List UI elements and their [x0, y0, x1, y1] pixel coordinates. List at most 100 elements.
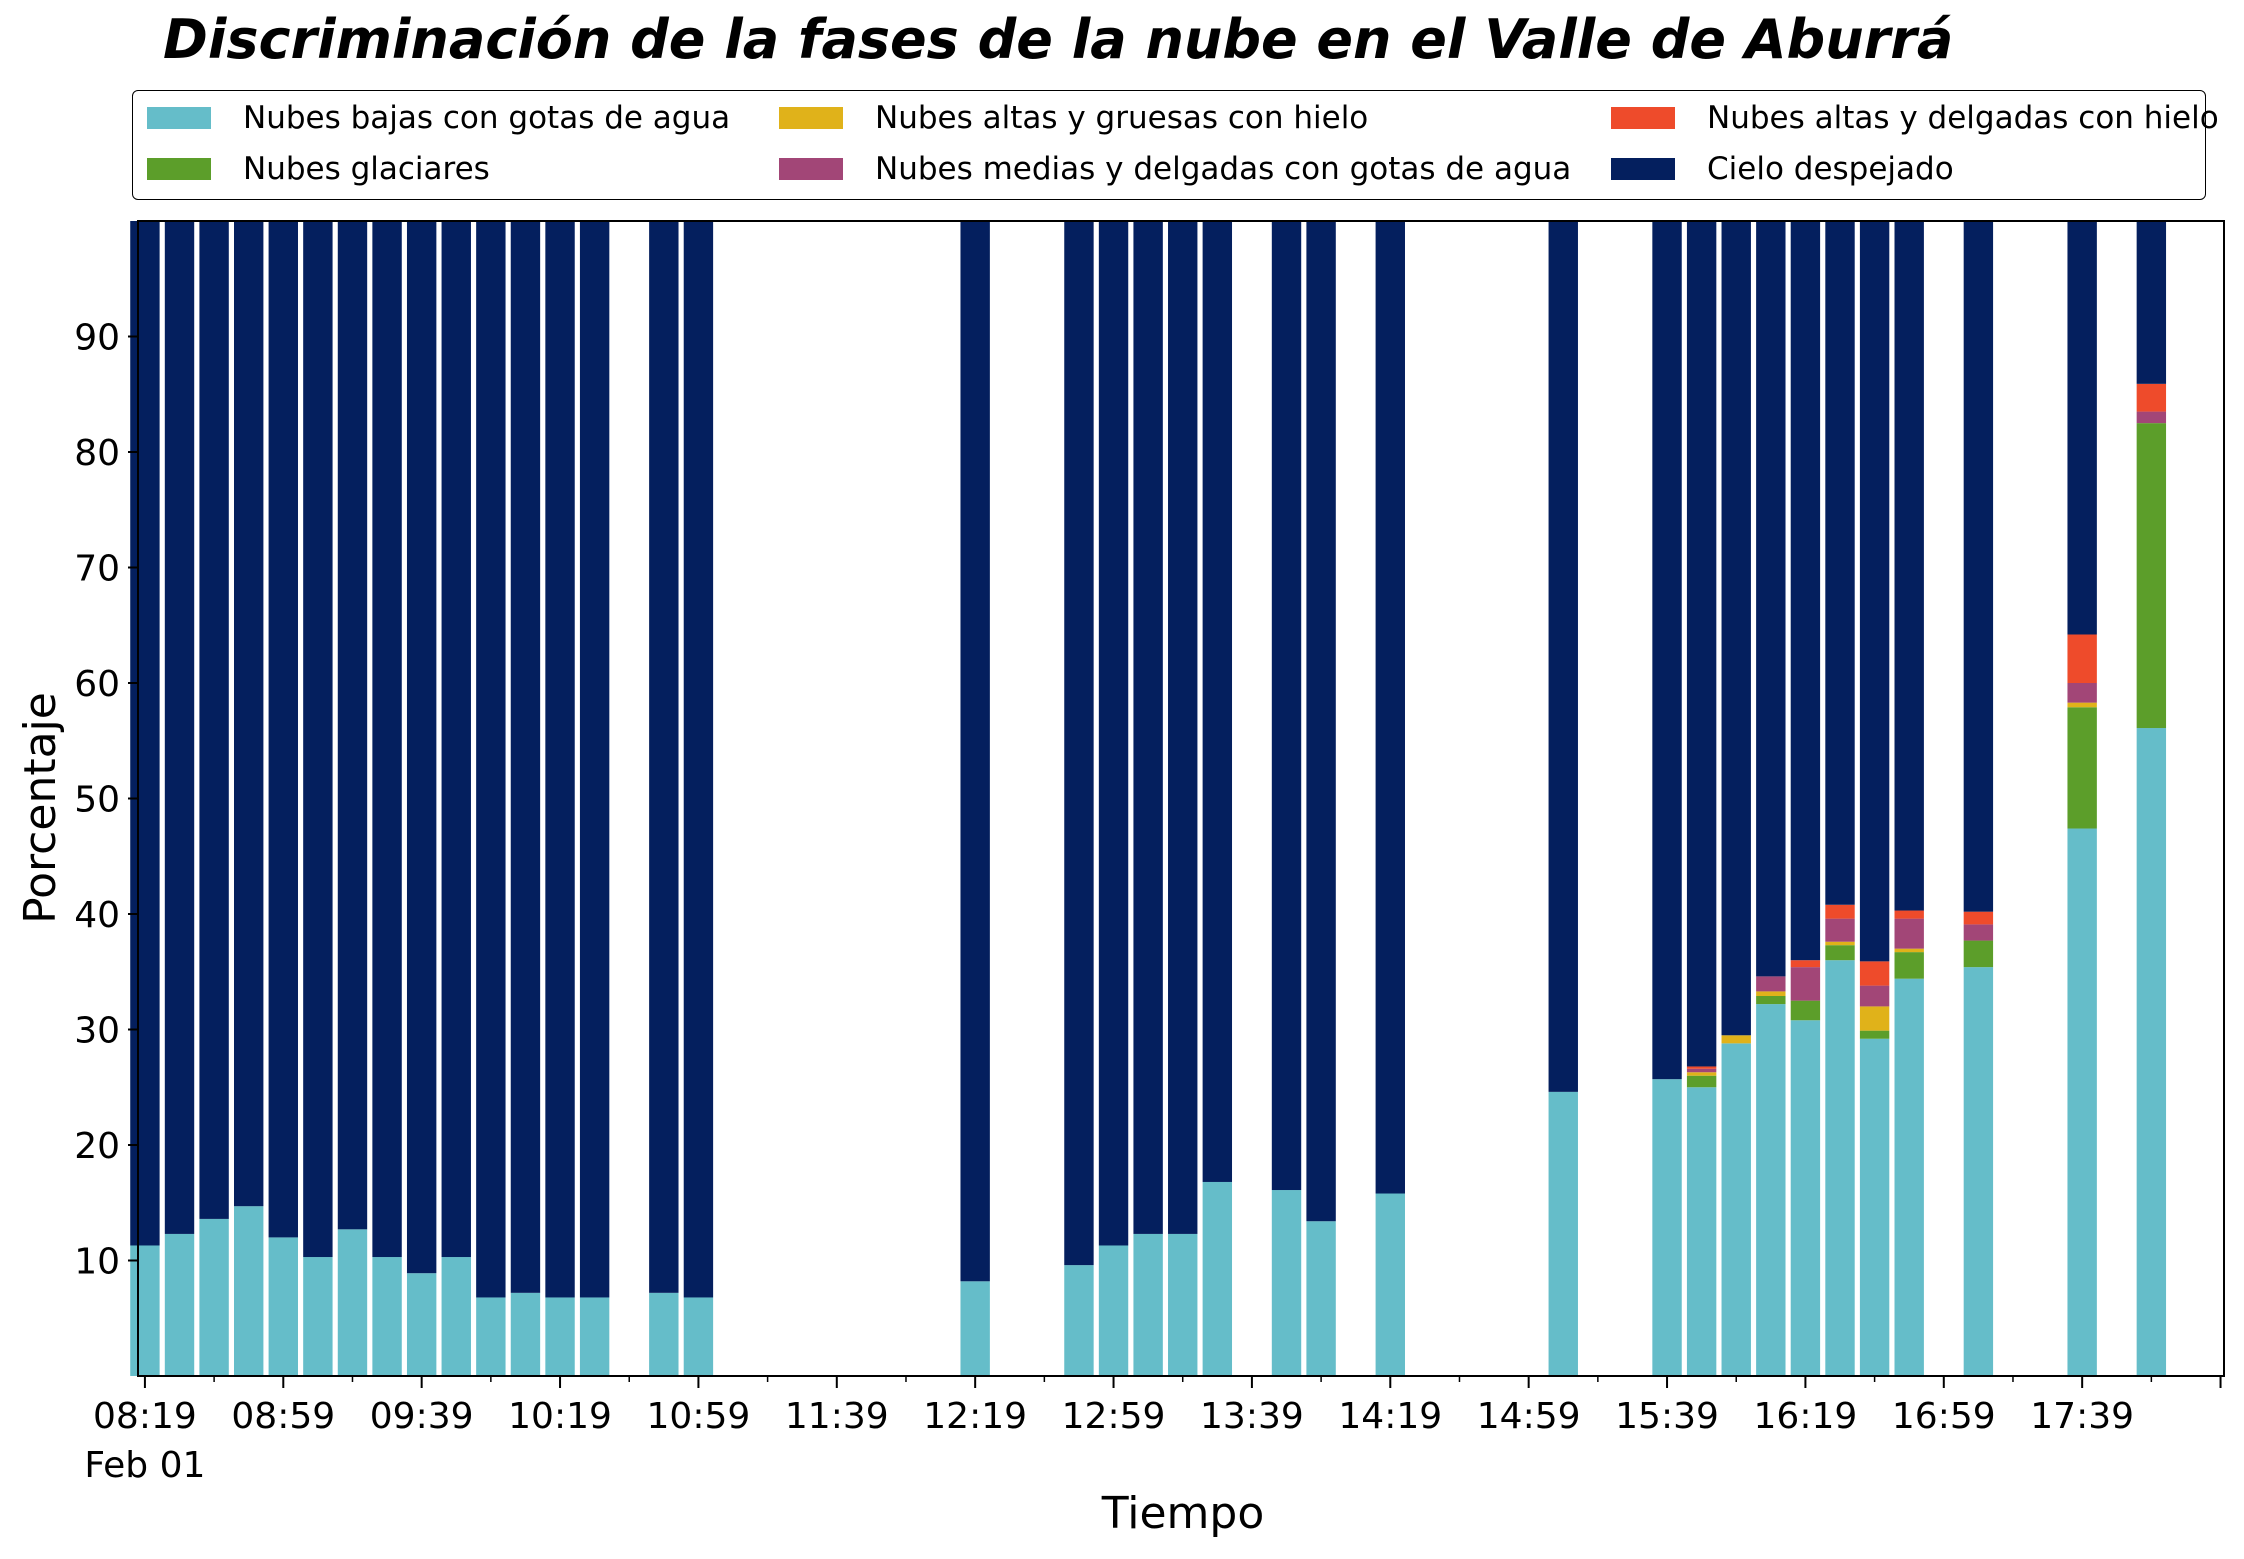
y-tick-label: 90	[74, 318, 120, 359]
chart-legend: Nubes bajas con gotas de agua Nubes glaci…	[132, 90, 2219, 200]
bar-segment-cielo-despejado-1419	[1375, 221, 1405, 1194]
bar-segment-nubes-bajas-con-gotas-de-agua-0919	[337, 1229, 368, 1376]
bar-segment-cielo-despejado-1329	[1202, 221, 1233, 1182]
bar-segment-nubes-bajas-con-gotas-de-agua-1359	[1306, 1221, 1336, 1376]
bar-segment-nubes-bajas-con-gotas-de-agua-1049	[649, 1292, 679, 1376]
x-axis-title: Tiempo	[1101, 1488, 1265, 1539]
bar-segment-cielo-despejado-0909	[303, 221, 333, 1258]
legend-item-nubes-glaciares: Nubes glaciares	[147, 144, 490, 194]
bar-segment-nubes-bajas-con-gotas-de-agua-1309	[1133, 1233, 1163, 1376]
bar-segment-nubes-bajas-con-gotas-de-agua-1059	[683, 1297, 714, 1376]
x-tick-label: 12:19	[923, 1396, 1027, 1437]
bar-segment-cielo-despejado-1029	[579, 221, 610, 1298]
x-date-label: Feb 01	[84, 1445, 205, 1486]
legend-item-nubes-medias-y-delgadas-con-gotas-de-agua: Nubes medias y delgadas con gotas de agu…	[779, 144, 1571, 194]
legend-label: Nubes medias y delgadas con gotas de agu…	[875, 151, 1572, 187]
bar-segment-cielo-despejado-0959	[476, 221, 506, 1298]
y-tick-label: 30	[74, 1011, 120, 1052]
bar-segment-nubes-bajas-con-gotas-de-agua-1539	[1652, 1079, 1682, 1376]
bar-segment-nubes-bajas-con-gotas-de-agua-1329	[1202, 1181, 1233, 1376]
bar-segment-cielo-despejado-1049	[649, 221, 679, 1293]
bar-segment-cielo-despejado-0839	[199, 221, 229, 1219]
y-tick-label: 70	[74, 549, 120, 590]
bar-segment-nubes-bajas-con-gotas-de-agua-1349	[1271, 1190, 1302, 1376]
bar-segment-cielo-despejado-1259	[1098, 221, 1129, 1246]
legend-label: Nubes bajas con gotas de agua	[243, 100, 731, 136]
bar-segment-nubes-glaciares-1709	[1963, 940, 1994, 968]
x-tick-label: 13:39	[1200, 1396, 1304, 1437]
x-tick-label: 16:19	[1754, 1396, 1858, 1437]
bar-segment-nubes-altas-y-delgadas-con-hielo-1649	[1894, 910, 1924, 919]
bar-segment-nubes-bajas-con-gotas-de-agua-1629	[1825, 960, 1855, 1376]
bar-segment-cielo-despejado-1549	[1686, 221, 1717, 1067]
bar-segment-nubes-altas-y-delgadas-con-hielo-1709	[1963, 911, 1994, 925]
bar-segment-cielo-despejado-1759	[2136, 221, 2167, 384]
bar-segment-nubes-bajas-con-gotas-de-agua-0819	[130, 1245, 160, 1376]
bars-layer	[130, 221, 2167, 1376]
bar-segment-cielo-despejado-0859	[268, 221, 298, 1238]
bar-segment-cielo-despejado-1059	[683, 221, 714, 1298]
bar-segment-nubes-bajas-con-gotas-de-agua-1019	[545, 1297, 575, 1376]
bar-segment-nubes-glaciares-1549	[1686, 1075, 1717, 1088]
bar-segment-nubes-altas-y-delgadas-con-hielo-1739	[2067, 634, 2097, 683]
legend-label: Cielo despejado	[1707, 151, 1954, 187]
bar-segment-cielo-despejado-1219	[960, 221, 990, 1282]
bar-segment-nubes-glaciares-1629	[1825, 945, 1855, 961]
x-tick-label: 08:19	[93, 1396, 197, 1437]
bar-segment-cielo-despejado-1249	[1064, 221, 1094, 1266]
legend-swatch	[147, 158, 211, 180]
bar-segment-nubes-medias-y-delgadas-con-gotas-de-agua-1629	[1825, 918, 1855, 942]
bar-segment-cielo-despejado-0849	[234, 221, 264, 1207]
bar-segment-nubes-bajas-con-gotas-de-agua-1609	[1756, 1004, 1786, 1376]
bar-segment-cielo-despejado-0829	[164, 221, 195, 1234]
bar-segment-nubes-bajas-con-gotas-de-agua-0939	[406, 1273, 437, 1376]
bar-segment-nubes-medias-y-delgadas-con-gotas-de-agua-1709	[1963, 924, 1994, 941]
bar-segment-nubes-altas-y-gruesas-con-hielo-1639	[1859, 1006, 1890, 1031]
bar-segment-cielo-despejado-0939	[406, 221, 437, 1274]
bar-segment-nubes-bajas-con-gotas-de-agua-0859	[268, 1237, 298, 1376]
x-tick-label: 08:59	[231, 1396, 335, 1437]
bar-segment-cielo-despejado-1019	[545, 221, 575, 1298]
bar-segment-nubes-medias-y-delgadas-con-gotas-de-agua-1739	[2067, 683, 2097, 703]
bar-segment-nubes-altas-y-delgadas-con-hielo-1629	[1825, 904, 1855, 919]
y-tick-label: 20	[74, 1126, 120, 1167]
bar-segment-nubes-medias-y-delgadas-con-gotas-de-agua-1609	[1756, 976, 1786, 992]
bar-segment-cielo-despejado-1739	[2067, 221, 2097, 635]
bar-segment-nubes-bajas-con-gotas-de-agua-0829	[164, 1233, 195, 1376]
bar-segment-nubes-bajas-con-gotas-de-agua-1709	[1963, 967, 1994, 1376]
bar-segment-cielo-despejado-0819	[130, 221, 160, 1246]
x-tick-label: 14:19	[1338, 1396, 1442, 1437]
bar-segment-cielo-despejado-1559	[1721, 221, 1751, 1036]
bar-segment-cielo-despejado-1009	[510, 221, 541, 1293]
bar-segment-nubes-bajas-con-gotas-de-agua-1249	[1064, 1265, 1094, 1376]
bar-segment-nubes-altas-y-delgadas-con-hielo-1759	[2136, 383, 2167, 412]
y-tick-label: 80	[74, 433, 120, 474]
bar-segment-nubes-bajas-con-gotas-de-agua-1759	[2136, 728, 2167, 1376]
bar-segment-cielo-despejado-1509	[1548, 221, 1578, 1092]
bar-segment-nubes-glaciares-1739	[2067, 707, 2097, 829]
bar-segment-nubes-altas-y-gruesas-con-hielo-1629	[1825, 941, 1855, 946]
bar-segment-nubes-medias-y-delgadas-con-gotas-de-agua-1549	[1686, 1068, 1717, 1073]
legend-item-nubes-altas-y-gruesas-con-hielo: Nubes altas y gruesas con hielo	[779, 93, 1368, 143]
bar-segment-cielo-despejado-0949	[441, 221, 471, 1258]
bar-segment-cielo-despejado-1649	[1894, 221, 1924, 911]
bar-segment-cielo-despejado-1319	[1168, 221, 1198, 1234]
y-tick-label: 60	[74, 664, 120, 705]
bar-segment-nubes-altas-y-delgadas-con-hielo-1549	[1686, 1066, 1717, 1069]
legend-swatch	[1611, 158, 1675, 180]
bar-segment-nubes-glaciares-1649	[1894, 952, 1924, 979]
bar-segment-nubes-altas-y-gruesas-con-hielo-1609	[1756, 991, 1786, 996]
y-axis: 10 20 30 40 50 60 70 80 90	[74, 318, 138, 1283]
bar-segment-nubes-altas-y-gruesas-con-hielo-1649	[1894, 948, 1924, 953]
bar-segment-nubes-bajas-con-gotas-de-agua-1009	[510, 1292, 541, 1376]
legend-swatch	[1611, 107, 1675, 129]
bar-segment-nubes-bajas-con-gotas-de-agua-1029	[579, 1297, 610, 1376]
y-tick-label: 10	[74, 1242, 120, 1283]
bar-segment-nubes-bajas-con-gotas-de-agua-1649	[1894, 978, 1924, 1376]
bar-segment-nubes-glaciares-1639	[1859, 1030, 1890, 1039]
bar-segment-nubes-medias-y-delgadas-con-gotas-de-agua-1619	[1790, 967, 1821, 1001]
bar-segment-nubes-glaciares-1609	[1756, 996, 1786, 1005]
x-tick-label: 15:39	[1615, 1396, 1719, 1437]
legend-label: Nubes altas y gruesas con hielo	[875, 100, 1369, 136]
bar-segment-nubes-bajas-con-gotas-de-agua-1319	[1168, 1233, 1198, 1376]
